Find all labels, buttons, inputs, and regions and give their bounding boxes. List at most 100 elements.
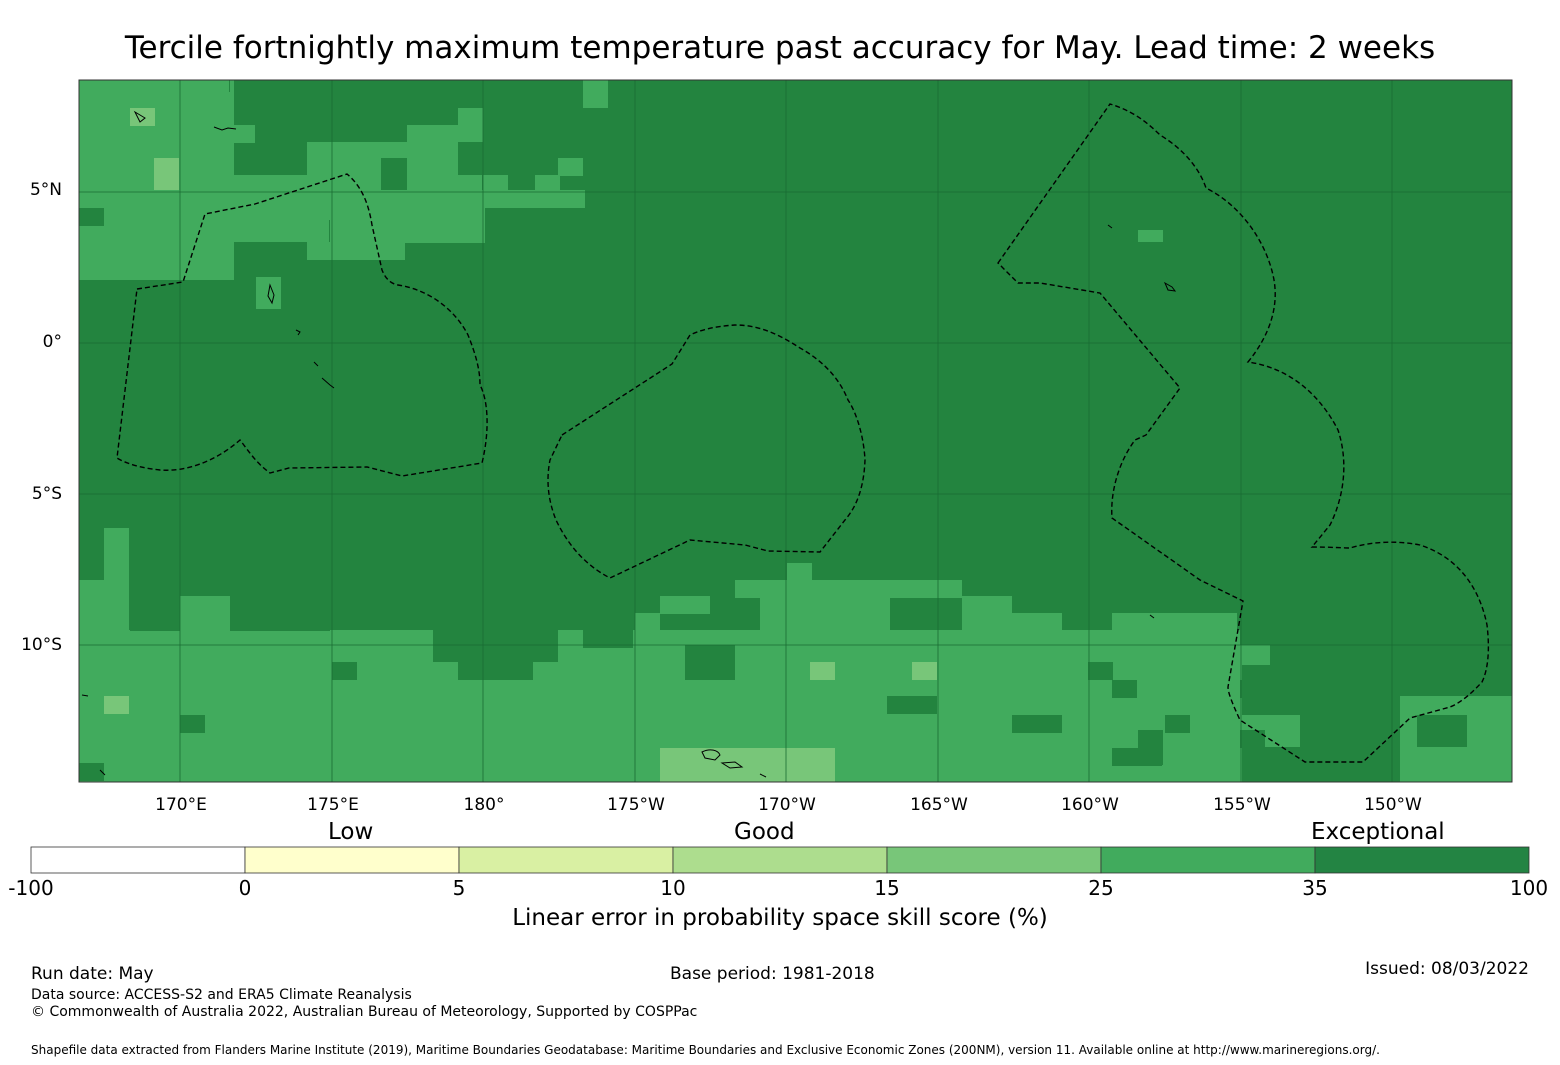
skill-cell	[79, 763, 104, 781]
map-skill-cells	[79, 80, 1512, 782]
skill-cell	[1138, 230, 1163, 242]
skill-cell	[405, 208, 485, 243]
colorbar-segment	[458, 846, 674, 874]
island-outline	[720, 761, 744, 769]
skill-cell	[887, 580, 962, 598]
skill-cell	[1112, 748, 1162, 766]
issued-date: Issued: 08/03/2022	[1365, 959, 1529, 979]
lat-tick-10s: 10°S	[21, 635, 62, 655]
island-outlines	[81, 110, 1177, 778]
skill-cell	[735, 580, 760, 598]
colorbar-tick: 100	[1509, 876, 1549, 900]
skill-cell	[230, 613, 330, 631]
skill-cell	[458, 108, 483, 143]
lon-tick-175w: 175°W	[607, 795, 665, 815]
island-outline	[133, 110, 146, 123]
island-outline	[295, 329, 301, 336]
eez-boundary	[547, 324, 866, 579]
skill-cell	[1417, 715, 1467, 747]
lon-tick-160w: 160°W	[1061, 795, 1119, 815]
skill-cell	[104, 528, 129, 580]
colorbar-tick: -100	[8, 876, 54, 900]
skill-cell	[962, 596, 1012, 631]
skill-cell	[1062, 630, 1112, 648]
island-outline	[701, 749, 721, 761]
skill-cell	[79, 208, 104, 226]
colorbar-tick: 35	[1302, 876, 1328, 900]
colorbar-segment	[30, 846, 246, 874]
island-outline	[81, 694, 89, 697]
map-gridlines	[79, 80, 1512, 782]
skill-cell	[635, 613, 660, 631]
colorbar-segment	[1314, 846, 1530, 874]
colorbar-tick: 0	[238, 876, 252, 900]
island-outline	[321, 377, 335, 389]
skill-cell	[130, 596, 180, 631]
lat-tick-5s: 5°S	[31, 484, 62, 504]
colorbar	[30, 846, 1530, 874]
island-outline	[267, 283, 275, 305]
colorbar-tick: 15	[874, 876, 900, 900]
colorbar-label: Linear error in probability space skill …	[512, 905, 1048, 931]
island-outline	[1163, 281, 1177, 292]
lon-tick-175e: 175°E	[307, 795, 359, 815]
skill-cell	[1240, 645, 1270, 665]
map-frame	[78, 79, 1513, 783]
colorbar-segment	[672, 846, 888, 874]
skill-cell	[381, 158, 407, 190]
skill-cell	[1012, 715, 1062, 733]
skill-cell	[483, 175, 508, 193]
skill-cell	[79, 630, 1119, 782]
skill-cell	[79, 220, 329, 242]
lat-tick-0: 0°	[42, 332, 62, 352]
skill-cell	[660, 748, 835, 782]
skill-cell	[330, 190, 405, 260]
island-outline	[213, 126, 237, 131]
shapefile-credit: Shapefile data extracted from Flanders M…	[31, 1043, 1380, 1057]
skill-cell	[1112, 680, 1137, 698]
skill-cell	[1088, 662, 1113, 680]
colorbar-tick: 5	[452, 876, 466, 900]
colorbar-segment	[886, 846, 1102, 874]
eez-boundaries	[116, 103, 1490, 763]
skill-cell	[558, 158, 583, 176]
skill-cell	[332, 662, 357, 680]
lat-tick-5n: 5°N	[29, 180, 62, 200]
skill-cell	[1340, 763, 1390, 781]
skill-cell	[307, 242, 332, 260]
skill-cell	[1240, 730, 1265, 748]
base-period: Base period: 1981-2018	[670, 964, 875, 984]
skill-cell	[583, 630, 633, 648]
skill-cell	[760, 580, 890, 630]
lon-tick-155w: 155°W	[1213, 795, 1271, 815]
skill-cell	[79, 580, 129, 630]
skill-cell	[887, 696, 937, 714]
skill-cell	[433, 630, 558, 662]
colorbar-segment	[1100, 846, 1316, 874]
category-exceptional: Exceptional	[1311, 819, 1445, 845]
skill-cell	[180, 715, 205, 733]
island-outline	[313, 361, 319, 367]
skill-cell	[1240, 680, 1300, 698]
lon-tick-165w: 165°W	[910, 795, 968, 815]
colorbar-tick: 25	[1088, 876, 1114, 900]
skill-cell	[1165, 715, 1190, 733]
skill-cell	[1012, 613, 1062, 631]
skill-cell	[180, 596, 230, 631]
skill-cell	[660, 596, 710, 614]
chart-title: Tercile fortnightly maximum temperature …	[124, 30, 1436, 66]
skill-cell	[405, 190, 585, 208]
skill-cell	[458, 662, 533, 680]
run-date: Run date: May	[31, 964, 154, 984]
lon-tick-170e: 170°E	[155, 795, 207, 815]
category-low: Low	[328, 819, 374, 845]
skill-cell	[583, 80, 608, 108]
island-outline	[759, 773, 767, 778]
island-outline	[1107, 224, 1113, 229]
island-outline	[1149, 614, 1155, 619]
skill-cell	[685, 645, 735, 680]
data-source: Data source: ACCESS-S2 and ERA5 Climate …	[31, 987, 412, 1003]
category-good: Good	[734, 819, 795, 845]
colorbar-tick: 10	[660, 876, 686, 900]
